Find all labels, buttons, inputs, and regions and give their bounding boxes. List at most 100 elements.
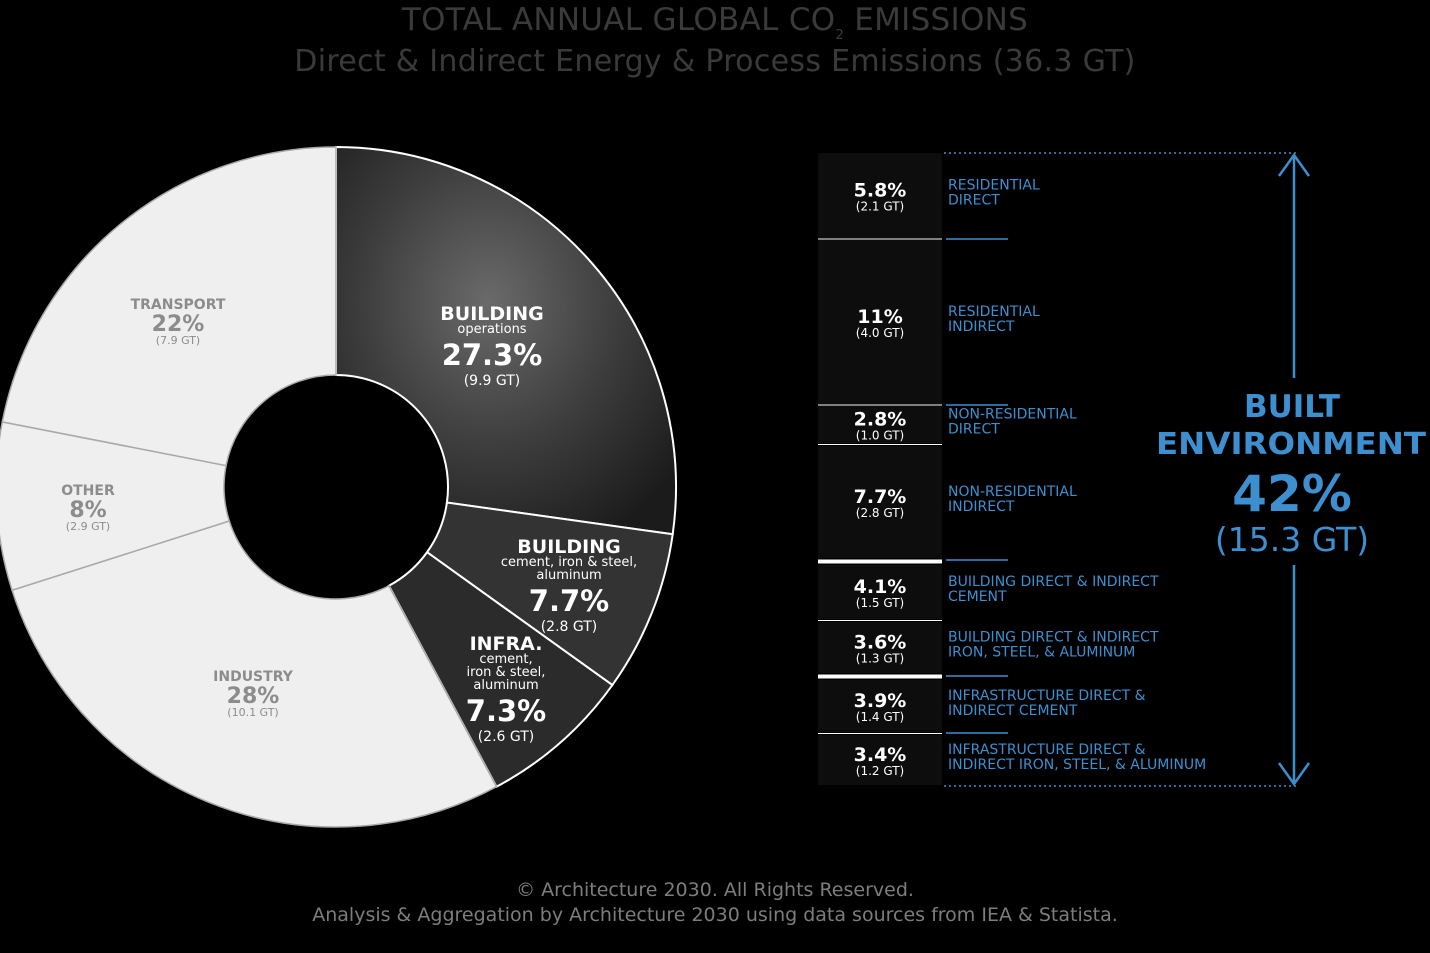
slice-other-4: [0, 421, 231, 592]
arrow-up-icon: [1277, 152, 1311, 177]
slice-sublabel: iron & steel,: [467, 665, 546, 680]
arrow-down-icon: [1277, 762, 1311, 787]
footer: © Architecture 2030. All Rights Reserved…: [0, 878, 1430, 928]
row-label-line1: RESIDENTIAL: [948, 178, 1040, 194]
chart-title: TOTAL ANNUAL GLOBAL CO2 EMISSIONS: [0, 2, 1430, 43]
row-label-line1: BUILDING DIRECT & INDIRECT: [948, 574, 1159, 590]
slice-name: OTHER: [61, 483, 115, 499]
row-gt: (2.1 GT): [856, 200, 904, 214]
row-gt: (1.4 GT): [856, 710, 904, 724]
slice-percent: 8%: [69, 498, 106, 523]
table-row: 3.9%(1.4 GT) INFRASTRUCTURE DIRECT &INDIR…: [818, 680, 1146, 732]
slice-gt: (2.6 GT): [478, 729, 535, 745]
row-percent: 7.7%: [854, 486, 907, 508]
slice-gt: (2.9 GT): [66, 520, 110, 533]
row-label-line2: CEMENT: [948, 589, 1007, 605]
slice-sublabel: cement,: [479, 652, 532, 667]
slice-transport-5: [1, 146, 337, 467]
row-label-line2: DIRECT: [948, 193, 1000, 209]
row-gt: (1.0 GT): [856, 429, 904, 443]
row-percent: 2.8%: [854, 409, 907, 431]
row-gt: (1.3 GT): [856, 652, 904, 666]
row-box: [818, 153, 942, 238]
slice-name: BUILDING: [517, 536, 620, 558]
slice-name: TRANSPORT: [131, 297, 226, 313]
row-box: [818, 680, 942, 732]
slice-gt: (2.8 GT): [541, 619, 598, 635]
slice-infra-2: [387, 550, 614, 789]
table-row: 4.1%(1.5 GT) BUILDING DIRECT & INDIRECTCE…: [818, 565, 1159, 619]
row-label-line1: BUILDING DIRECT & INDIRECT: [948, 630, 1159, 646]
slice-name: INDUSTRY: [213, 669, 294, 685]
row-label-line2: INDIRECT IRON, STEEL, & ALUMINUM: [948, 757, 1206, 773]
row-percent: 11%: [857, 306, 902, 328]
row-box: [818, 240, 942, 404]
slice-percent: 27.3%: [442, 338, 543, 372]
slice-name: INFRA.: [470, 633, 543, 655]
row-box: [818, 565, 942, 619]
slice-percent: 7.3%: [466, 694, 546, 728]
slice-label-2: INFRA.cement,iron & steel,aluminum7.3%(2…: [466, 633, 546, 745]
row-gt: (1.2 GT): [856, 764, 904, 778]
row-gt: (1.5 GT): [856, 596, 904, 610]
slice-percent: 28%: [227, 684, 280, 709]
row-label-line2: IRON, STEEL, & ALUMINUM: [948, 645, 1135, 661]
row-label-line2: INDIRECT: [948, 499, 1015, 515]
slice-sublabel: aluminum: [473, 678, 538, 693]
title-subscript: 2: [835, 28, 845, 43]
row-gt: (4.0 GT): [856, 326, 904, 340]
row-box: [818, 406, 942, 443]
summary-percent: 42%: [1232, 465, 1352, 523]
row-label-line1: INFRASTRUCTURE DIRECT &: [948, 688, 1146, 704]
slice-building-0: [335, 145, 677, 536]
row-percent: 3.6%: [854, 632, 907, 654]
title-end: EMISSIONS: [844, 2, 1029, 38]
slice-gt: (10.1 GT): [227, 706, 278, 719]
table-row: 3.4%(1.2 GT) INFRASTRUCTURE DIRECT &INDIR…: [818, 735, 1206, 785]
row-percent: 3.4%: [854, 744, 907, 766]
table-row: 3.6%(1.3 GT) BUILDING DIRECT & INDIRECTIR…: [818, 622, 1159, 673]
summary-line2: ENVIRONMENT: [1156, 427, 1427, 462]
row-box: [818, 446, 942, 558]
row-label-line2: INDIRECT CEMENT: [948, 703, 1078, 719]
row-label-line1: NON-RESIDENTIAL: [948, 484, 1077, 500]
slice-sublabel: aluminum: [536, 568, 601, 583]
row-percent: 3.9%: [854, 690, 907, 712]
slice-percent: 7.7%: [529, 584, 609, 618]
row-label-line1: RESIDENTIAL: [948, 304, 1040, 320]
title-main: TOTAL ANNUAL GLOBAL CO: [401, 2, 836, 38]
row-label-line1: INFRASTRUCTURE DIRECT &: [948, 742, 1146, 758]
row-percent: 4.1%: [854, 576, 907, 598]
row-label-line1: NON-RESIDENTIAL: [948, 407, 1077, 423]
row-gt: (2.8 GT): [856, 506, 904, 520]
copyright-text: © Architecture 2030. All Rights Reserved…: [516, 879, 914, 901]
source-text: Analysis & Aggregation by Architecture 2…: [312, 904, 1118, 926]
slice-gt: (9.9 GT): [464, 373, 521, 389]
row-box: [818, 622, 942, 673]
slice-name: BUILDING: [440, 303, 543, 325]
slice-industry-3: [11, 520, 498, 828]
row-label-line2: INDIRECT: [948, 319, 1015, 335]
slice-sublabel: operations: [457, 322, 526, 337]
row-percent: 5.8%: [854, 180, 907, 202]
slice-sublabel: cement, iron & steel,: [501, 555, 637, 570]
summary-line1: BUILT: [1244, 389, 1340, 425]
summary-gt: (15.3 GT): [1215, 520, 1369, 559]
row-label-line2: DIRECT: [948, 422, 1000, 438]
row-box: [818, 735, 942, 785]
chart-subtitle: Direct & Indirect Energy & Process Emiss…: [294, 44, 1136, 79]
